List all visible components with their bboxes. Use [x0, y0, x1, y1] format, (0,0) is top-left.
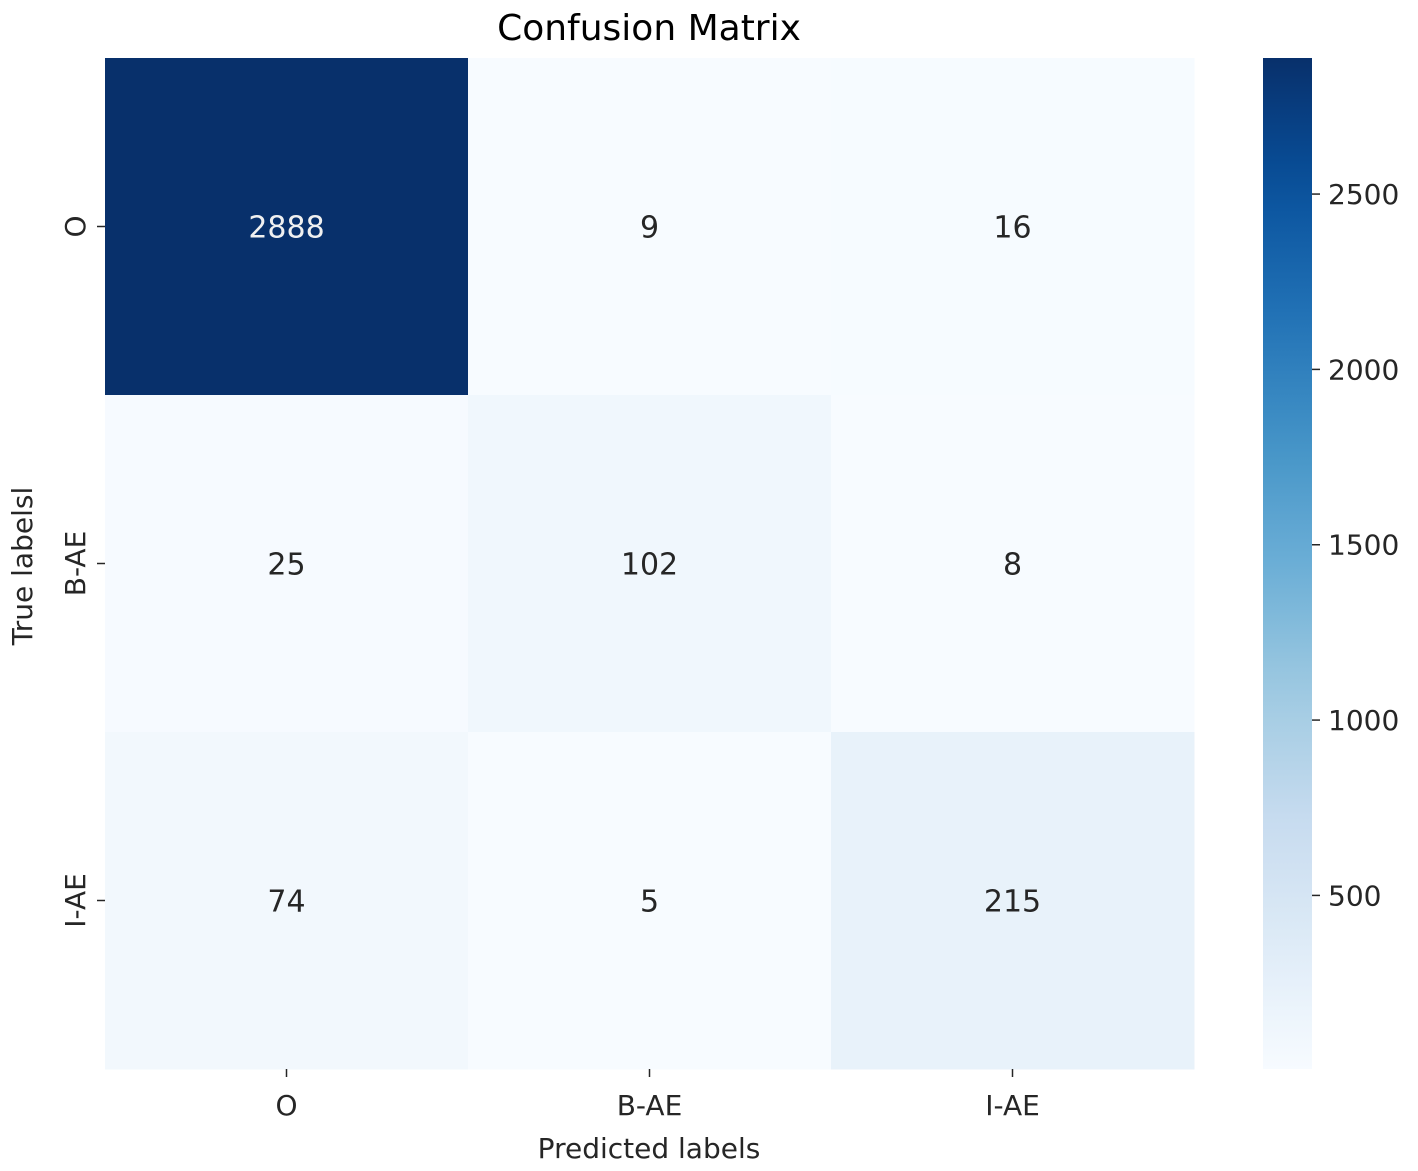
cell-value-label: 25	[267, 548, 305, 583]
colorbar-tick-label: 2000	[1328, 353, 1399, 386]
x-tick-label: O	[275, 1089, 297, 1122]
heatmap-cell	[105, 58, 469, 396]
colorbar-ticks: 500 1000 1500 2000 2500	[1312, 178, 1399, 912]
x-tick-label: I-AE	[985, 1089, 1040, 1122]
heatmap-cell	[105, 732, 469, 1070]
heatmap-cell	[831, 732, 1195, 1070]
cell-value-label: 8	[1003, 548, 1022, 583]
cell-value-label: 9	[640, 211, 659, 246]
heatmap-cell	[468, 732, 832, 1070]
y-tick-label: O	[59, 215, 92, 237]
cell-value-label: 102	[621, 548, 678, 583]
colorbar-tick-label: 1000	[1328, 704, 1399, 737]
x-axis-ticks: O B-AE I-AE	[275, 1069, 1040, 1122]
heatmap-cell	[468, 395, 832, 733]
heatmap-cell-labels: 2888 9 16 25 102 8 74 5 215	[248, 211, 1041, 920]
cell-value-label: 215	[984, 885, 1041, 920]
heatmap-cell	[468, 58, 832, 396]
chart-title: Confusion Matrix	[497, 8, 801, 49]
colorbar-tick-label: 1500	[1328, 529, 1399, 562]
y-axis-label: True labelsl	[6, 487, 39, 646]
heatmap-cell	[831, 395, 1195, 733]
cell-value-label: 16	[993, 211, 1031, 246]
colorbar	[1263, 58, 1312, 1069]
x-axis-label: Predicted labels	[538, 1132, 761, 1165]
colorbar-tick-label: 2500	[1328, 178, 1399, 211]
cell-value-label: 5	[640, 885, 659, 920]
heatmap-cells	[105, 58, 1195, 1070]
cell-value-label: 2888	[248, 211, 324, 246]
colorbar-tick-label: 500	[1328, 879, 1381, 912]
y-tick-label: B-AE	[59, 531, 92, 597]
cell-value-label: 74	[267, 885, 305, 920]
y-tick-label: I-AE	[59, 873, 92, 928]
x-tick-label: B-AE	[617, 1089, 683, 1122]
heatmap-cell	[831, 58, 1195, 396]
heatmap-cell	[105, 395, 469, 733]
y-axis-ticks: O B-AE I-AE	[59, 215, 105, 928]
